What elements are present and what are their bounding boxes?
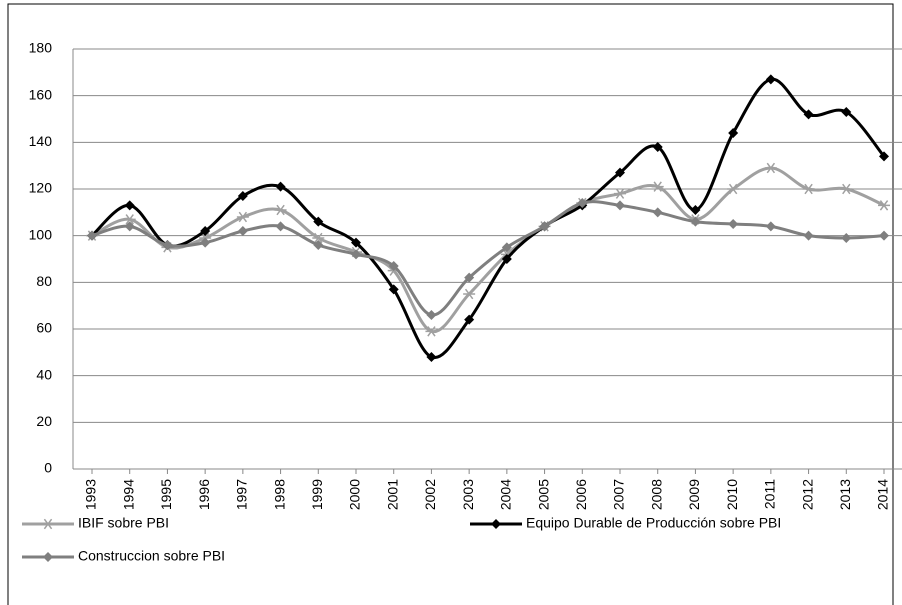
marker: [275, 221, 286, 232]
x-tick-label: 1995: [158, 479, 174, 510]
legend-marker: [43, 552, 53, 562]
marker: [236, 211, 249, 223]
marker: [803, 109, 814, 120]
marker: [426, 310, 437, 320]
x-tick-label: 1997: [234, 479, 250, 510]
marker: [426, 352, 437, 362]
marker: [840, 183, 853, 195]
marker: [690, 205, 701, 215]
x-tick-label: 2005: [535, 479, 551, 510]
x-tick-label: 2009: [686, 479, 702, 510]
marker: [765, 74, 776, 85]
series-line: [90, 77, 886, 360]
marker: [464, 314, 475, 325]
marker: [162, 240, 173, 250]
marker: [464, 272, 475, 283]
y-tick-label: 20: [36, 413, 52, 429]
marker: [803, 230, 814, 241]
marker: [841, 233, 852, 243]
marker: [274, 204, 287, 216]
marker: [539, 221, 550, 232]
marker: [313, 240, 324, 250]
x-tick-label: 2003: [460, 479, 476, 510]
marker: [615, 200, 625, 211]
marker: [123, 214, 136, 225]
marker: [501, 254, 512, 264]
x-tick-label: 2008: [648, 479, 664, 510]
marker: [615, 167, 625, 178]
marker: [237, 191, 248, 201]
marker: [879, 151, 889, 162]
marker: [651, 181, 664, 192]
marker: [802, 183, 815, 195]
marker: [200, 237, 211, 248]
marker: [313, 216, 324, 227]
frame: [7, 3, 894, 605]
legend-label: IBIF sobre PBI: [78, 515, 169, 531]
x-tick-label: 1999: [309, 479, 325, 510]
y-tick-label: 120: [29, 180, 53, 196]
x-tick-label: 2011: [762, 479, 778, 509]
legend-label: Construccion sobre PBI: [78, 548, 225, 564]
series-line: [91, 200, 885, 317]
y-tick-label: 40: [36, 366, 52, 382]
marker: [124, 200, 135, 211]
marker: [652, 207, 663, 218]
marker: [841, 107, 852, 117]
x-tick-label: 2012: [799, 479, 815, 510]
x-tick-label: 2010: [724, 479, 740, 510]
x-tick-label: 1994: [120, 479, 136, 510]
y-tick-label: 80: [36, 273, 52, 289]
marker: [312, 232, 325, 244]
marker: [614, 188, 626, 199]
marker: [388, 261, 399, 271]
x-tick-label: 2002: [422, 479, 438, 510]
x-tick-label: 2001: [384, 479, 400, 510]
marker: [351, 249, 361, 260]
legend-label: Equipo Durable de Producción sobre PBI: [526, 515, 781, 531]
legend-marker: [491, 519, 501, 529]
x-tick-label: 2014: [875, 479, 891, 510]
x-tick-label: 1998: [271, 479, 287, 510]
marker: [727, 183, 740, 195]
y-tick-label: 140: [29, 133, 53, 149]
x-tick-label: 2000: [347, 479, 363, 510]
marker: [124, 221, 135, 232]
marker: [728, 219, 739, 229]
x-tick-label: 1993: [83, 479, 99, 510]
y-tick-label: 160: [29, 86, 53, 102]
y-tick-label: 180: [29, 40, 53, 56]
legend-marker: [42, 518, 54, 530]
marker: [388, 284, 399, 295]
series-line: [91, 166, 885, 333]
marker: [577, 198, 588, 208]
marker: [200, 226, 211, 236]
x-tick-label: 1996: [196, 479, 212, 510]
marker: [237, 226, 248, 236]
y-tick-label: 100: [29, 226, 53, 242]
marker: [764, 162, 777, 174]
x-tick-label: 2007: [611, 479, 627, 510]
marker: [765, 221, 776, 232]
x-tick-label: 2006: [573, 479, 589, 510]
y-tick-label: 0: [44, 460, 52, 476]
marker: [501, 242, 512, 253]
marker: [690, 216, 701, 227]
x-tick-label: 2004: [498, 479, 514, 510]
marker: [275, 181, 286, 192]
marker: [879, 230, 889, 241]
marker: [878, 200, 890, 211]
marker: [87, 230, 97, 241]
x-tick-label: 2013: [837, 479, 853, 510]
marker: [652, 142, 663, 152]
y-tick-label: 60: [36, 320, 52, 336]
marker: [425, 326, 438, 337]
marker: [463, 288, 476, 300]
marker: [728, 128, 739, 138]
marker: [351, 237, 361, 248]
